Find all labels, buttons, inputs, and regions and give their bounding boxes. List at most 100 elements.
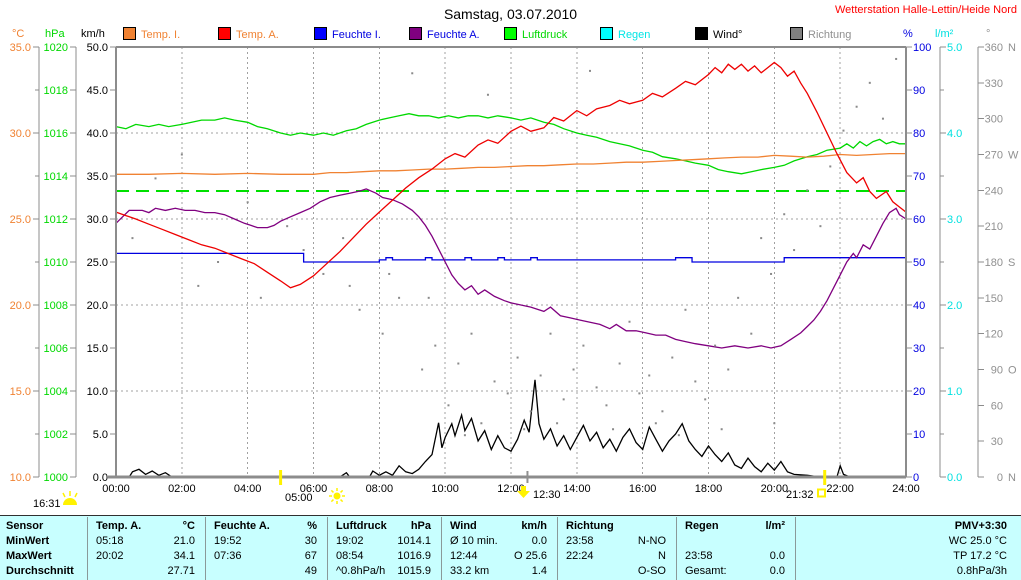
axis-dir-label: N bbox=[1008, 472, 1016, 484]
axis-tick-label: 25.0 bbox=[10, 214, 31, 226]
table-row-label: MinWert bbox=[6, 535, 50, 547]
sunset-axis-marker bbox=[823, 470, 827, 485]
table-col-unit: PMV+3:30 bbox=[954, 520, 1007, 532]
table-cell-value: 0.0 bbox=[531, 535, 547, 547]
axis-tick-label: 35.0 bbox=[10, 42, 31, 54]
axis-tick-label: 50.0 bbox=[87, 42, 108, 54]
axis-tick-label: 1000 bbox=[44, 472, 68, 484]
table-row-label: Durchschnitt bbox=[6, 565, 74, 577]
table-cell-value: 21.0 bbox=[173, 535, 195, 547]
axis-tick-label: 80 bbox=[913, 128, 925, 140]
legend-item-temp-i: Temp. I. bbox=[123, 27, 180, 41]
axis-tick-label: 1008 bbox=[44, 300, 68, 312]
table-cell-value: 0.0 bbox=[769, 550, 785, 562]
temp-a-swatch-icon bbox=[218, 27, 231, 40]
axis-tick-label: 1012 bbox=[44, 214, 68, 226]
axis-tick-label: 360 bbox=[985, 42, 1003, 54]
x-tick-label: 16:00 bbox=[629, 483, 657, 495]
x-tick-label: 00:00 bbox=[102, 483, 130, 495]
axis-tick-label: 10 bbox=[913, 429, 925, 441]
table-cell-time: 08:54 bbox=[336, 550, 364, 562]
legend-label: Richtung bbox=[808, 29, 852, 41]
axis-tick-label: 90 bbox=[913, 85, 925, 97]
axis-dir-label: O bbox=[1008, 365, 1017, 377]
table-cell-time: 23:58 bbox=[566, 535, 594, 547]
table-col-unit: °C bbox=[182, 520, 195, 532]
x-tick-label: 02:00 bbox=[168, 483, 196, 495]
table-col-header: Regen bbox=[685, 520, 719, 532]
axis-tick-label: 30 bbox=[913, 343, 925, 355]
table-cell-time: Ø 10 min. bbox=[450, 535, 498, 547]
axis-tick-label: 10.0 bbox=[10, 472, 31, 484]
axis-tick-label: 15.0 bbox=[10, 386, 31, 398]
table-cell-value: 0.0 bbox=[769, 565, 785, 577]
axis-tick-label: 1010 bbox=[44, 257, 68, 269]
table-separator bbox=[676, 517, 677, 580]
legend-label: Temp. I. bbox=[141, 29, 181, 41]
axis-tick-label: 300 bbox=[985, 114, 1003, 126]
axis-tick-label: 4.0 bbox=[947, 128, 962, 140]
table-cell-time: 23:58 bbox=[685, 550, 713, 562]
x-tick-label: 04:00 bbox=[234, 483, 262, 495]
table-col-unit: hPa bbox=[410, 520, 431, 532]
plot-border bbox=[108, 46, 907, 479]
table-cell-value: 34.1 bbox=[173, 550, 195, 562]
moonset-icon-rays bbox=[62, 491, 78, 498]
table-cell-value: WC 25.0 °C bbox=[948, 535, 1007, 547]
unit-rain-label: l/m² bbox=[935, 28, 954, 40]
axis-tick-label: 210 bbox=[985, 221, 1003, 233]
table-col-header: Luftdruck bbox=[336, 520, 387, 532]
axis-tick-label: 20.0 bbox=[87, 300, 108, 312]
table-cell-value: 1015.9 bbox=[397, 565, 431, 577]
table-cell-value: 1016.9 bbox=[397, 550, 431, 562]
axis-dir-label: S bbox=[1008, 257, 1015, 269]
series-luftdruck bbox=[115, 113, 906, 175]
table-cell-value: O 25.6 bbox=[513, 550, 547, 562]
x-tick-label: 10:00 bbox=[431, 483, 459, 495]
axis-tick-label: 30.0 bbox=[87, 214, 108, 226]
table-cell-value: N bbox=[658, 550, 666, 562]
axis-kmh: 50.0 45.0 40.0 35.0 30.0 25.0 20.0 15.0 10.0 5.0 0… bbox=[87, 42, 116, 484]
axis-tick-label: 5.0 bbox=[93, 429, 108, 441]
axis-tick-label: 25.0 bbox=[87, 257, 108, 269]
axis-tick-label: 60 bbox=[991, 400, 1003, 412]
series-temp-i bbox=[116, 152, 906, 175]
temp-i-swatch-icon bbox=[123, 27, 136, 40]
axis-tick-label: 90 bbox=[991, 365, 1003, 377]
unit-hpa-label: hPa bbox=[45, 28, 65, 40]
table-cell-value: TP 17.2 °C bbox=[953, 550, 1007, 562]
axis-dir-label: W bbox=[1008, 150, 1019, 162]
table-separator bbox=[327, 517, 328, 580]
sunrise-axis-marker bbox=[279, 470, 283, 485]
chart-area: 35.0 30.0 25.0 20.0 15.0 10.0 1020 1018 1016 1014… bbox=[10, 42, 1019, 510]
table-cell-time: 22:24 bbox=[566, 550, 594, 562]
axis-dir-label: N bbox=[1008, 42, 1016, 54]
axis-tick-label: 1016 bbox=[44, 128, 68, 140]
table-separator bbox=[557, 517, 558, 580]
table-cell-time: 19:52 bbox=[214, 535, 242, 547]
unit-degrees-label: ° bbox=[986, 28, 991, 40]
axis-tick-label: 50 bbox=[913, 257, 925, 269]
x-tick-label: 12:00 bbox=[497, 483, 525, 495]
x-tick-label: 24:00 bbox=[892, 483, 920, 495]
series-richtung bbox=[131, 57, 898, 437]
axis-tick-label: 0 bbox=[997, 472, 1003, 484]
table-cell-value: 27.71 bbox=[167, 565, 195, 577]
feuchte-a-swatch-icon bbox=[409, 27, 422, 40]
legend-label: Luftdruck bbox=[522, 29, 568, 41]
axis-tick-label: 1002 bbox=[44, 429, 68, 441]
axis-tick-label: 1020 bbox=[44, 42, 68, 54]
table-col-unit: l/m² bbox=[765, 520, 785, 532]
table-separator bbox=[87, 517, 88, 580]
gridlines bbox=[116, 47, 906, 477]
legend-label: Feuchte A. bbox=[427, 29, 480, 41]
series-feuchte-i bbox=[116, 252, 906, 263]
axis-tick-label: 0 bbox=[913, 472, 919, 484]
axis-tick-label: 150 bbox=[985, 293, 1003, 305]
axis-tick-label: 10.0 bbox=[87, 386, 108, 398]
axis-tick-label: 35.0 bbox=[87, 171, 108, 183]
midday-time-label: 12:30 bbox=[533, 489, 561, 501]
sunset-time-label: 21:32 bbox=[786, 489, 814, 501]
richtung-swatch-icon bbox=[790, 27, 803, 40]
